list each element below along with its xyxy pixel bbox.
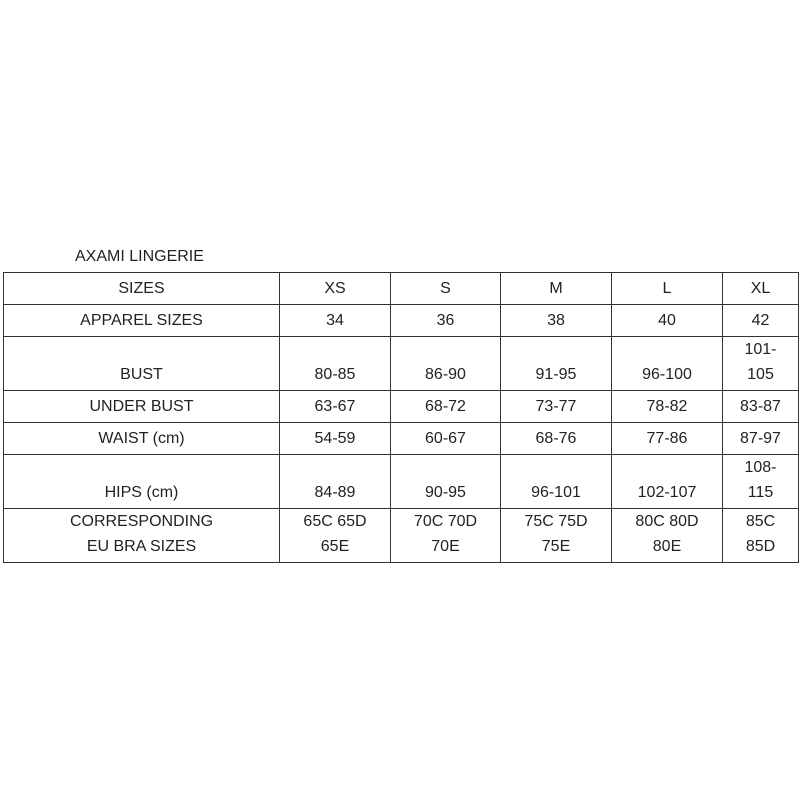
header-size-cell-text: S [440,280,451,297]
table-row: HIPS (cm) 84-89 90-95 96-101 102-107 108-115 [3,454,799,509]
value-cell-text: 42 [751,312,770,329]
header-size-cell: L [611,272,723,305]
value-cell-text: 70C 70D 70E [413,513,478,555]
header-size-cell: XL [722,272,799,305]
row-label-cell: BUST [3,336,280,391]
value-cell-text: 68-76 [535,430,577,447]
table-row: APPAREL SIZES 34 36 38 40 42 [3,304,799,337]
value-cell: 65C 65D 65E [279,508,391,563]
value-cell: 40 [611,304,723,337]
value-cell: 70C 70D 70E [390,508,501,563]
value-cell: 36 [390,304,501,337]
value-cell: 68-76 [500,422,612,455]
header-label-cell-text: SIZES [118,280,165,297]
value-cell-text: 101-105 [744,341,777,383]
size-chart-table: SIZES XS S M L XL APPAREL SIZES 34 36 38 40 42 BUST 8… [3,272,799,563]
value-cell: 91-95 [500,336,612,391]
row-label-cell: WAIST (cm) [3,422,280,455]
value-cell: 78-82 [611,390,723,423]
row-label-cell-text: CORRESPONDING EU BRA SIZES [69,513,214,555]
value-cell-text: 75C 75D 75E [524,513,588,555]
row-label-cell: CORRESPONDING EU BRA SIZES [3,508,280,563]
value-cell-text: 96-101 [531,484,581,501]
row-label-cell-text: HIPS (cm) [104,484,179,501]
value-cell-text: 90-95 [425,484,466,501]
value-cell: 85C 85D [722,508,799,563]
value-cell: 77-86 [611,422,723,455]
value-cell: 87-97 [722,422,799,455]
value-cell: 83-87 [722,390,799,423]
header-label-cell: SIZES [3,272,280,305]
value-cell-text: 38 [547,312,565,329]
value-cell-text: 80C 80D 80E [635,513,699,555]
row-label-cell-text: UNDER BUST [89,398,194,415]
header-size-cell: XS [279,272,391,305]
row-label-cell-text: WAIST (cm) [98,430,185,447]
header-size-cell-text: XL [750,280,771,297]
value-cell: 96-100 [611,336,723,391]
value-cell-text: 85C 85D [745,513,776,555]
row-label-cell: HIPS (cm) [3,454,280,509]
value-cell: 84-89 [279,454,391,509]
value-cell-text: 78-82 [646,398,688,415]
value-cell-text: 34 [326,312,344,329]
value-cell: 75C 75D 75E [500,508,612,563]
value-cell: 60-67 [390,422,501,455]
header-row: SIZES XS S M L XL [3,272,799,305]
table-row: UNDER BUST 63-67 68-72 73-77 78-82 83-87 [3,390,799,423]
table-row: WAIST (cm) 54-59 60-67 68-76 77-86 87-97 [3,422,799,455]
value-cell: 54-59 [279,422,391,455]
table-row: BUST 80-85 86-90 91-95 96-100 101-105 [3,336,799,391]
table-row: CORRESPONDING EU BRA SIZES 65C 65D 65E 70C… [3,508,799,563]
value-cell: 86-90 [390,336,501,391]
value-cell-text: 83-87 [740,398,781,415]
value-cell: 38 [500,304,612,337]
value-cell: 42 [722,304,799,337]
value-cell-text: 73-77 [535,398,577,415]
value-cell: 80-85 [279,336,391,391]
header-size-cell-text: L [662,280,672,297]
value-cell: 96-101 [500,454,612,509]
value-cell: 73-77 [500,390,612,423]
value-cell-text: 86-90 [425,366,466,383]
document-title: AXAMI LINGERIE [75,248,204,265]
header-size-cell-text: M [549,280,563,297]
value-cell: 90-95 [390,454,501,509]
value-cell-text: 54-59 [314,430,356,447]
value-cell-text: 40 [658,312,676,329]
value-cell-text: 77-86 [646,430,688,447]
value-cell: 80C 80D 80E [611,508,723,563]
header-size-cell-text: XS [324,280,346,297]
value-cell-text: 36 [436,312,455,329]
row-label-cell-text: BUST [120,366,163,383]
value-cell-text: 68-72 [425,398,466,415]
value-cell-text: 102-107 [637,484,697,501]
value-cell: 68-72 [390,390,501,423]
row-label-cell: UNDER BUST [3,390,280,423]
value-cell-text: 96-100 [642,366,692,383]
value-cell-text: 63-67 [314,398,356,415]
row-label-cell-text: APPAREL SIZES [80,312,203,329]
row-label-cell: APPAREL SIZES [3,304,280,337]
value-cell-text: 80-85 [314,366,356,383]
value-cell-text: 84-89 [314,484,356,501]
value-cell-text: 65C 65D 65E [303,513,367,555]
value-cell: 63-67 [279,390,391,423]
value-cell-text: 87-97 [740,430,781,447]
value-cell: 108-115 [722,454,799,509]
value-cell-text: 60-67 [425,430,466,447]
value-cell-text: 91-95 [535,366,577,383]
header-size-cell: M [500,272,612,305]
header-size-cell: S [390,272,501,305]
value-cell: 101-105 [722,336,799,391]
value-cell-text: 108-115 [744,459,777,501]
value-cell: 34 [279,304,391,337]
value-cell: 102-107 [611,454,723,509]
